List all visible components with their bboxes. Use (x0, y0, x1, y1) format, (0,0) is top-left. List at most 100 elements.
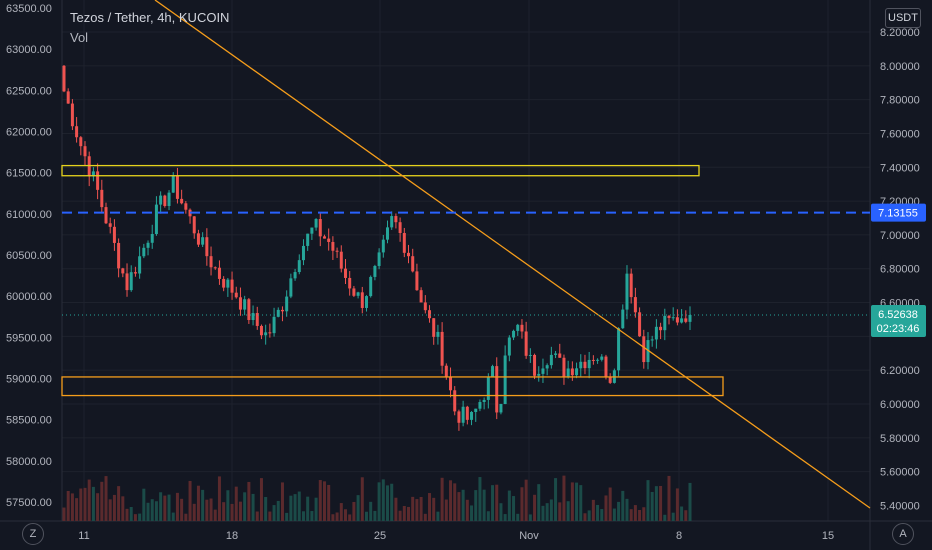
volume-bar (482, 489, 486, 521)
candle-body (373, 265, 377, 277)
volume-bar (377, 482, 381, 521)
candle-body (516, 324, 520, 331)
volume-bar (675, 488, 679, 521)
volume-bar (503, 514, 507, 521)
candle-body (520, 324, 524, 332)
volume-bar (394, 497, 398, 521)
candle-body (537, 373, 541, 376)
candle-body (301, 245, 305, 261)
candle-body (545, 365, 549, 369)
volume-bar (163, 495, 167, 521)
candle-body (528, 354, 532, 356)
volume-bar (318, 480, 322, 521)
volume-bar (541, 505, 545, 521)
candle-body (255, 313, 259, 326)
candle-body (138, 256, 142, 274)
time-axis[interactable]: 11 18 25 Nov 8 15 (78, 530, 834, 542)
candle-body (436, 331, 440, 337)
left-tick-label: 62000.00 (6, 127, 52, 139)
volume-bar (570, 482, 574, 521)
volume-bar (322, 481, 326, 521)
volume-bar (96, 493, 100, 521)
candle-body (314, 219, 318, 228)
candle-body (411, 256, 415, 272)
left-tick-label: 58000.00 (6, 456, 52, 468)
candle-body (491, 366, 495, 378)
volume-bar (587, 510, 591, 521)
candle-body (167, 192, 171, 207)
volume-bar (625, 498, 629, 521)
volume-bar (591, 499, 595, 521)
volume-bar (104, 476, 108, 521)
left-tick-label: 57500.00 (6, 497, 52, 509)
candle-body (671, 317, 675, 319)
volume-bar (440, 477, 444, 521)
volume-bar (335, 512, 339, 521)
volume-bar (444, 499, 448, 521)
candle-body (356, 292, 360, 296)
right-tick-label: 5.80000 (880, 433, 920, 445)
candle-body (226, 279, 230, 288)
candle-body (575, 368, 579, 376)
volume-bar (688, 482, 692, 521)
candle-body (175, 175, 179, 199)
volume-bar (659, 485, 663, 521)
candlesticks (62, 64, 692, 431)
candle-body (318, 219, 322, 237)
candle-body (331, 241, 335, 251)
volume-bar (259, 478, 263, 521)
currency-unit-badge[interactable]: USDT (885, 8, 921, 28)
timezone-toggle-icon[interactable]: Z (22, 523, 44, 545)
volume-bar (243, 492, 247, 521)
candle-body (272, 316, 276, 334)
volume-bar (579, 485, 583, 521)
candle-body (587, 359, 591, 369)
candle-body (230, 279, 234, 293)
right-tick-label: 7.40000 (880, 162, 920, 174)
candle-body (213, 267, 217, 269)
resistance-zone (61, 164, 700, 177)
candle-body (154, 204, 158, 234)
volume-bar (75, 498, 79, 521)
candle-body (415, 271, 419, 291)
volume-bar (369, 501, 373, 521)
candle-body (507, 337, 511, 356)
last-price-text: 6.52638 (878, 309, 918, 321)
volume-bar (146, 502, 150, 521)
candle-body (163, 195, 167, 207)
volume-bar (398, 510, 402, 521)
volume-bar (600, 509, 604, 521)
volume-bar (415, 499, 419, 521)
volume-bar (638, 510, 642, 521)
auto-scale-icon[interactable]: A (892, 523, 914, 545)
candle-body (663, 315, 667, 331)
volume-bar (646, 480, 650, 521)
candle-body (369, 276, 373, 297)
volume-bar (533, 494, 537, 521)
candle-body (238, 297, 242, 310)
right-price-axis[interactable]: 8.200008.000007.800007.600007.400007.200… (880, 27, 920, 512)
volume-bar (142, 488, 146, 521)
volume-bar (348, 514, 352, 521)
time-tick-label: 25 (374, 530, 386, 542)
volume-bar (112, 494, 116, 521)
candle-body (570, 368, 574, 376)
candle-body (541, 368, 545, 374)
candle-body (554, 353, 558, 355)
candle-body (419, 290, 423, 303)
candle-body (159, 195, 163, 205)
candle-body (75, 126, 79, 138)
candle-body (617, 328, 621, 371)
candle-body (310, 227, 314, 234)
candle-body (243, 299, 247, 310)
candle-body (133, 272, 137, 274)
candle-body (327, 238, 331, 242)
candle-body (171, 175, 175, 193)
drawing-overlays (61, 0, 871, 509)
volume-bar (339, 503, 343, 521)
candle-body (268, 332, 272, 334)
volume-bar (671, 512, 675, 521)
volume-bar (537, 484, 541, 521)
